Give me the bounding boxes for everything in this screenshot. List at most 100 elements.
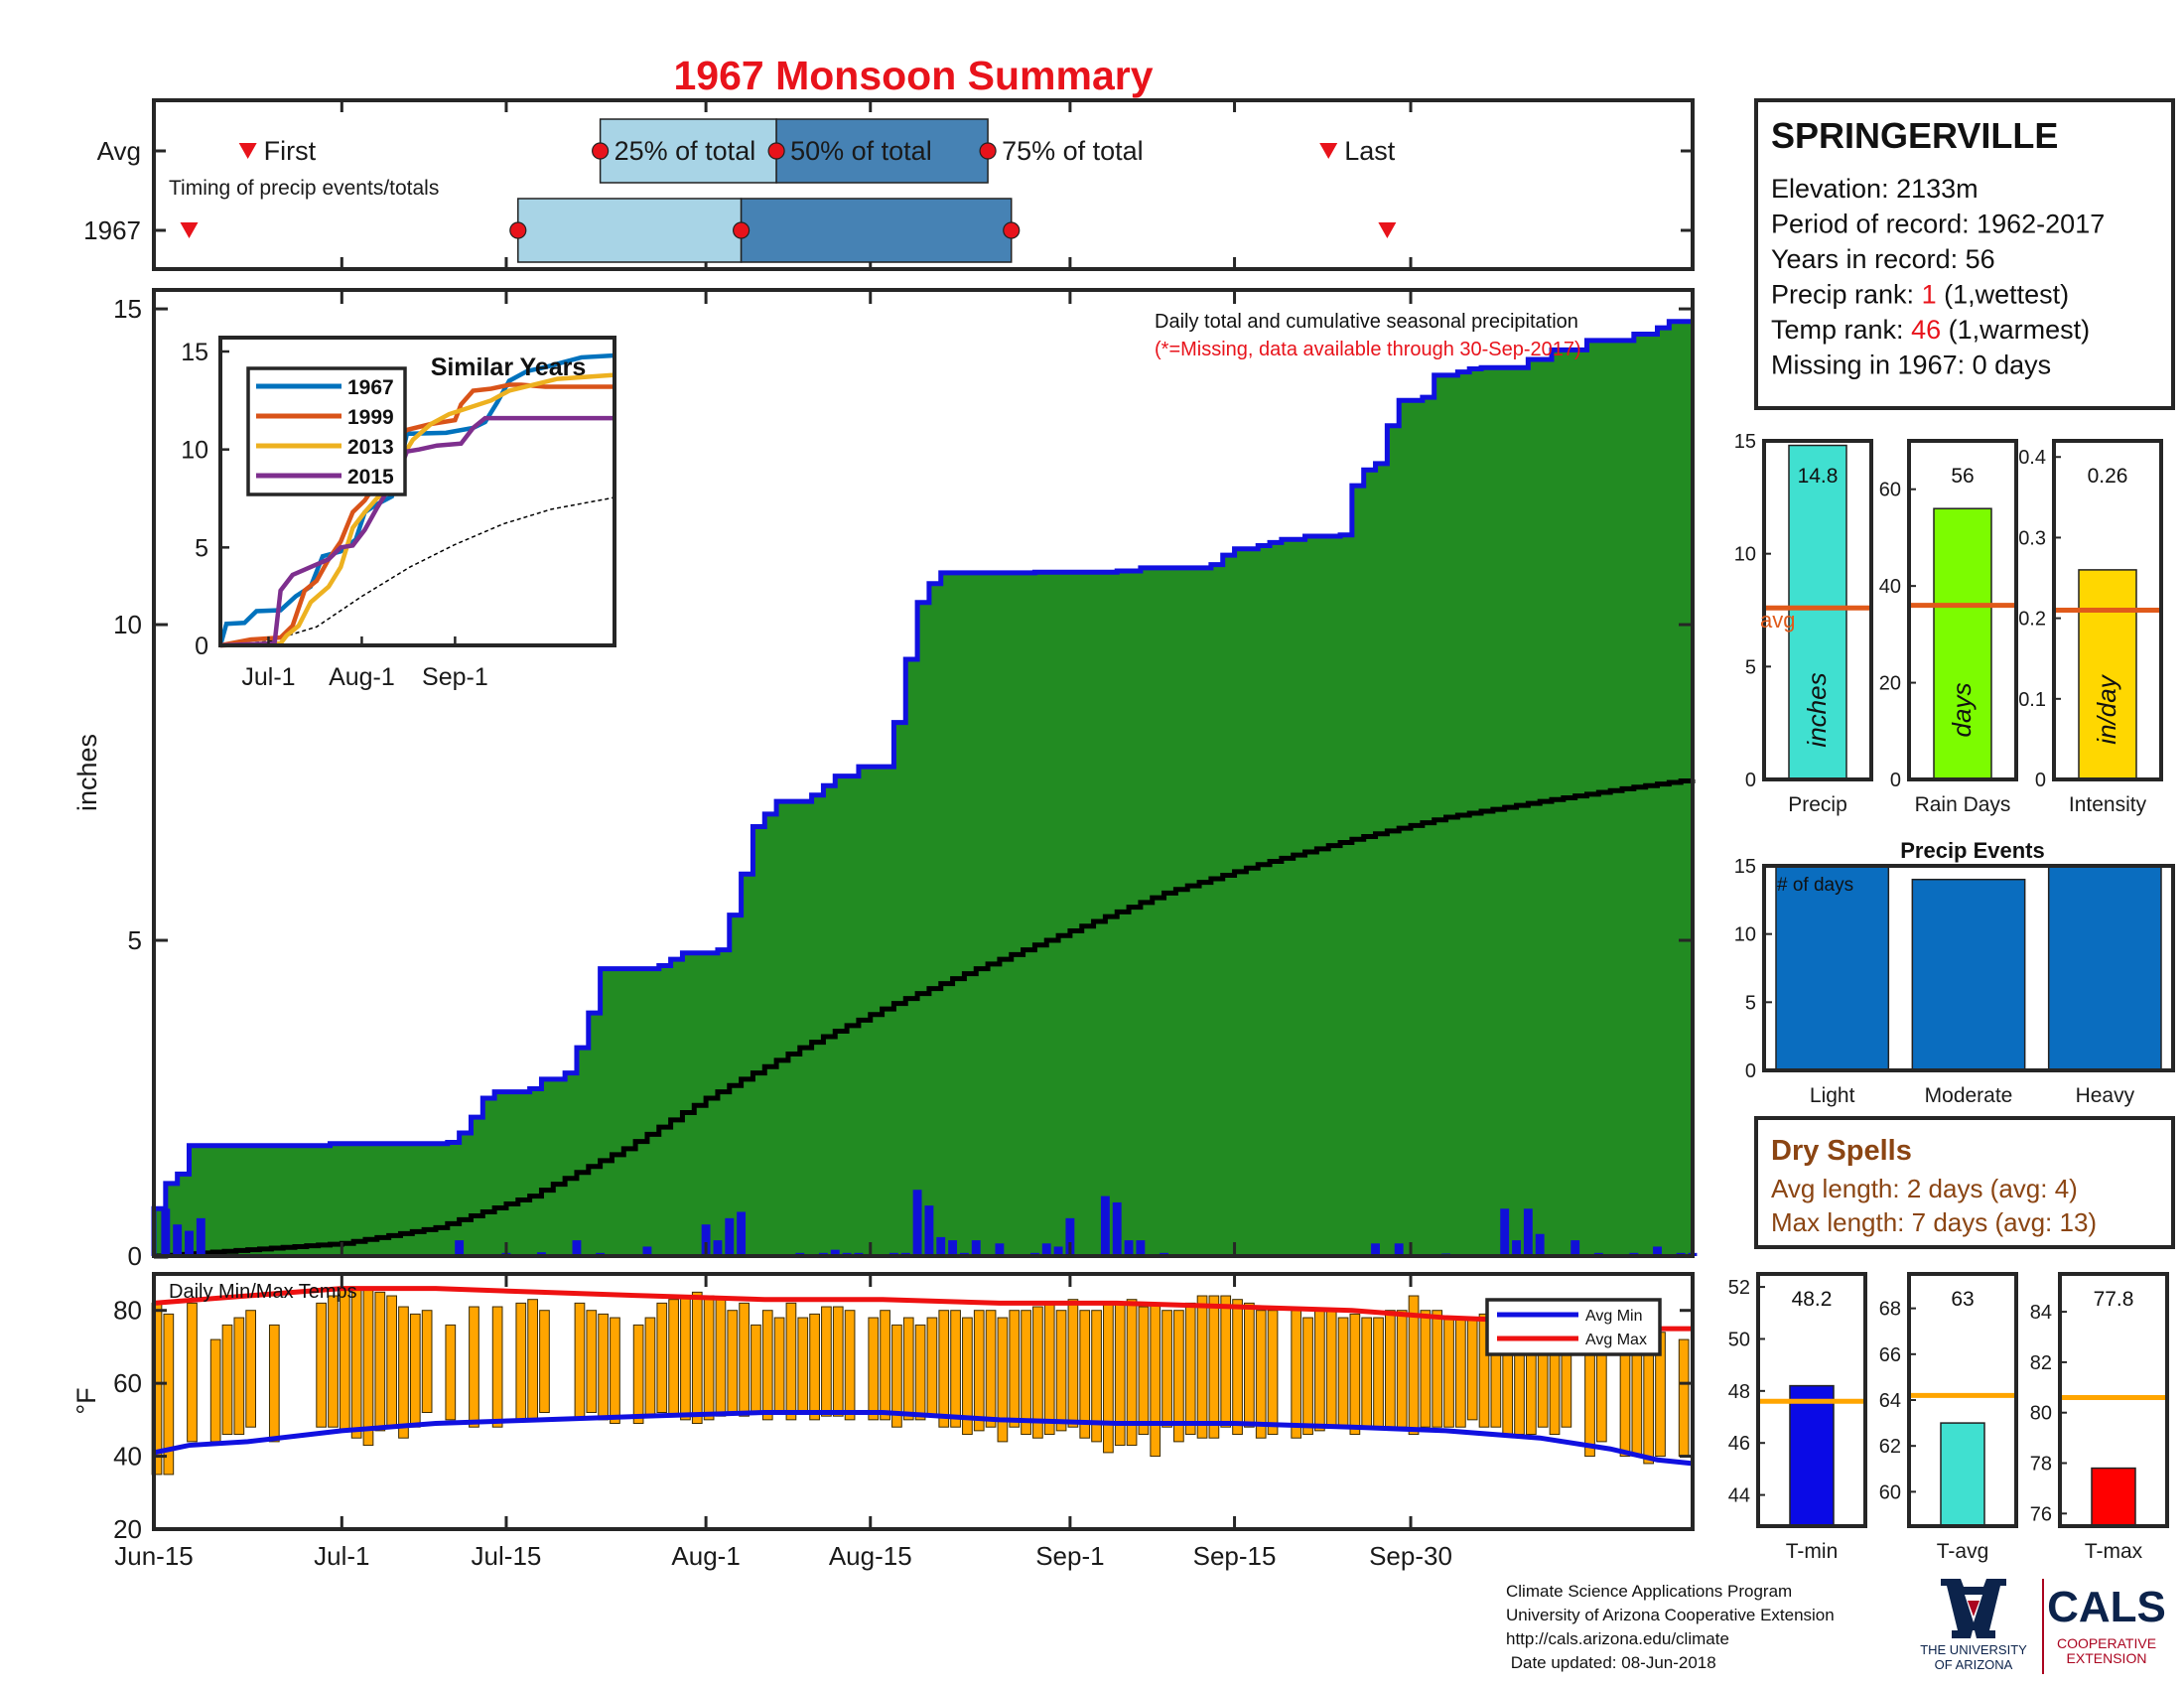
station-detail-post: (1,wettest) bbox=[1937, 280, 2070, 310]
dry-spells-box: Dry Spells Avg length: 2 days (avg: 4) M… bbox=[1754, 1116, 2175, 1249]
inset-legend-label: 2013 bbox=[347, 436, 394, 459]
temp-summary-y-tick-label: 82 bbox=[2030, 1352, 2052, 1374]
seasonal-totals-panels: 14.8 inches Precip 0 5 10 15 avg 56 days Rain Days… bbox=[1734, 431, 2163, 816]
ua-logo-text-line1: THE UNIVERSITY bbox=[1920, 1642, 2027, 1657]
totals-y-tick-label: 40 bbox=[1879, 576, 1901, 598]
daily-temp-bar bbox=[832, 1306, 844, 1417]
events-category-label: Heavy bbox=[2076, 1084, 2135, 1107]
timing-last-marker bbox=[1378, 222, 1397, 238]
timing-box-25-50 bbox=[599, 118, 777, 184]
daily-temp-bar bbox=[902, 1317, 914, 1421]
inset-frame bbox=[218, 336, 616, 647]
daily-temp-bar bbox=[751, 1324, 761, 1414]
totals-panel-rain-days: 56 days Rain Days 0 20 40 60 bbox=[1879, 439, 2018, 816]
daily-temp-bar bbox=[491, 1306, 503, 1428]
main-y-tick-label: 0 bbox=[128, 1241, 142, 1271]
totals-panel-intensity: 0.26 in/day Intensity 0 0.1 0.2 0.3 0.4 bbox=[2018, 439, 2163, 816]
totals-category-label: Precip bbox=[1788, 793, 1847, 816]
station-info-box: SPRINGERVILLE Elevation: 2133m Period of … bbox=[1754, 98, 2175, 410]
totals-y-tick-label: 0 bbox=[2035, 770, 2046, 791]
daily-temp-bar bbox=[539, 1310, 550, 1414]
daily-temp-bar bbox=[187, 1302, 198, 1443]
university-of-arizona-logo: THE UNIVERSITY OF ARIZONA bbox=[1920, 1579, 2027, 1672]
daily-precip-bar bbox=[196, 1217, 205, 1256]
daily-temp-bar bbox=[680, 1295, 691, 1421]
daily-temp-bar bbox=[1126, 1299, 1138, 1447]
avg-min-temp-line bbox=[153, 1410, 1694, 1467]
events-frame bbox=[1762, 864, 2175, 1072]
temp-summary-y-tick-label: 68 bbox=[1879, 1299, 1901, 1321]
temp-summary-y-tick-label: 66 bbox=[1879, 1344, 1901, 1366]
daily-precip-bar bbox=[1394, 1243, 1404, 1256]
daily-temp-bar bbox=[1032, 1306, 1043, 1439]
station-detail-pre: Precip rank: bbox=[1771, 280, 1922, 310]
daily-temp-bar bbox=[1043, 1302, 1055, 1436]
daily-temp-bar bbox=[163, 1313, 175, 1476]
station-detail-line: Temp rank: 46 (1,warmest) bbox=[1771, 315, 2090, 345]
daily-precip-bar bbox=[948, 1240, 958, 1256]
timing-percentile-marker bbox=[767, 142, 785, 160]
daily-temp-bar bbox=[1173, 1310, 1184, 1443]
daily-precip-bars bbox=[161, 1190, 1698, 1256]
timing-row-label-avg: Avg bbox=[97, 136, 141, 166]
station-name: SPRINGERVILLE bbox=[1771, 115, 2058, 156]
temp-summary-category-label: T-avg bbox=[1937, 1540, 1989, 1563]
daily-temp-bar bbox=[914, 1324, 926, 1421]
daily-temp-bar bbox=[1138, 1306, 1150, 1436]
daily-precip-bar bbox=[701, 1224, 711, 1256]
footer-line-date: Date updated: 08-Jun-2018 bbox=[1506, 1653, 1716, 1672]
daily-temp-bar bbox=[350, 1288, 362, 1439]
daily-temp-bar bbox=[938, 1310, 950, 1428]
footer-line-url: http://cals.arizona.edu/climate bbox=[1506, 1629, 1729, 1648]
main-y-axis: 0 5 10 15 bbox=[113, 290, 1693, 1271]
station-detail-post: (1,warmest) bbox=[1941, 315, 2090, 345]
daily-temp-bar bbox=[598, 1313, 609, 1421]
totals-category-label: Intensity bbox=[2069, 793, 2147, 816]
events-bar bbox=[2047, 865, 2162, 1071]
inset-y-tick-label: 0 bbox=[195, 633, 208, 660]
daily-temp-bar bbox=[809, 1313, 820, 1421]
temp-legend: Avg Min Avg Max bbox=[1497, 1308, 1647, 1348]
daily-precip-bar bbox=[971, 1240, 981, 1256]
temp-summary-y-tick-label: 48 bbox=[1728, 1381, 1750, 1403]
station-detail-line: Precip rank: 1 (1,wettest) bbox=[1771, 280, 2069, 310]
temp-summary-value-label: 63 bbox=[1951, 1288, 1974, 1311]
daily-temp-bar bbox=[233, 1317, 245, 1436]
daily-temp-bar bbox=[1325, 1310, 1337, 1428]
temp-summary-category-label: T-min bbox=[1786, 1540, 1839, 1563]
cals-logo-subtext-line2: EXTENSION bbox=[2067, 1650, 2147, 1666]
daily-temp-bar bbox=[1478, 1313, 1490, 1428]
daily-temp-bar bbox=[209, 1338, 221, 1443]
daily-temp-bar bbox=[1373, 1317, 1384, 1428]
totals-value-bar bbox=[1933, 507, 1992, 780]
totals-y-tick-label: 15 bbox=[1734, 431, 1756, 453]
totals-value-bar bbox=[1788, 444, 1847, 780]
events-annotation: # of days bbox=[1777, 875, 1853, 896]
footer: Climate Science Applications Program Uni… bbox=[1506, 1579, 2166, 1674]
temp-summary-panel-t-avg: 63 T-avg 60 62 64 66 68 bbox=[1879, 1272, 2018, 1563]
events-category-label: Moderate bbox=[1925, 1084, 2013, 1107]
inset-axes: 0 5 10 15 Jul-1 Aug-1 Sep-1 bbox=[181, 339, 488, 691]
timing-panel: Avg 1967 Timing of precip events/totals … bbox=[83, 98, 1695, 271]
daily-temp-bar bbox=[868, 1317, 880, 1421]
date-x-tick-label: Sep-15 bbox=[1193, 1541, 1277, 1571]
date-x-tick-label: Aug-15 bbox=[829, 1541, 912, 1571]
ua-block-a-highlight bbox=[1968, 1601, 1979, 1617]
main-y-tick-label: 15 bbox=[113, 294, 142, 324]
totals-y-tick-label: 0.1 bbox=[2018, 689, 2046, 711]
totals-panel-frame bbox=[1762, 439, 1873, 781]
daily-temp-bar bbox=[985, 1310, 997, 1428]
totals-panel-frame bbox=[2052, 439, 2163, 781]
inset-x-tick-label: Jul-1 bbox=[241, 663, 295, 691]
timing-box-50-75 bbox=[775, 118, 989, 184]
totals-unit-label: days bbox=[1947, 683, 1977, 738]
temp-summary-y-tick-label: 78 bbox=[2030, 1454, 2052, 1476]
timing-pct-label: 25% of total bbox=[614, 136, 756, 166]
daily-temp-bar bbox=[386, 1295, 397, 1428]
timing-percentile-marker bbox=[592, 142, 610, 160]
temp-summary-y-tick-label: 64 bbox=[1879, 1390, 1901, 1412]
daily-temp-bar bbox=[586, 1310, 598, 1414]
date-x-tick-label: Jul-1 bbox=[314, 1541, 369, 1571]
daily-temp-bar bbox=[445, 1324, 457, 1421]
